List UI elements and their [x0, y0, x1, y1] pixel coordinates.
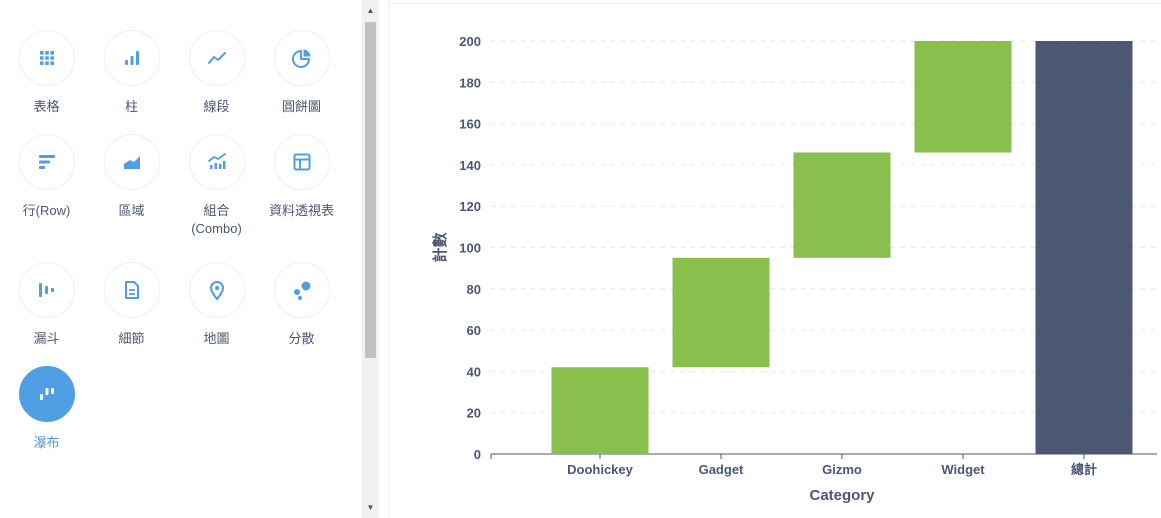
viz-option-button[interactable]	[188, 30, 245, 86]
viz-option-detail-document[interactable]: 細節	[89, 262, 174, 366]
waterfall-bar	[914, 41, 1012, 153]
waterfall-bar	[793, 152, 891, 258]
y-tick-label: 20	[467, 406, 481, 421]
pie-chart-icon	[291, 47, 313, 69]
panel-divider	[388, 0, 389, 518]
viz-option-label: 行(Row)	[22, 203, 71, 218]
visualization-picker-panel: 表格 柱 線段 圓餅圖行(Row) 區域 組合 (Combo) 資料透視表漏斗 細節 地圖 分散瀑布	[0, 0, 362, 518]
waterfall-chart: 0 20 40 60 80 100 120 140 160 180 200 Doohickey Gadg…	[389, 0, 1161, 518]
row-chart-icon	[36, 151, 58, 173]
viz-option-label: 表格	[33, 99, 60, 114]
viz-option-label: 分散	[288, 331, 315, 346]
viz-option-button[interactable]	[273, 134, 330, 190]
viz-option-bar-chart[interactable]: 柱	[89, 30, 174, 134]
x-axis-title: Category	[809, 487, 875, 504]
detail-document-icon	[121, 279, 143, 301]
viz-option-button[interactable]	[18, 30, 75, 86]
y-tick-label: 40	[467, 364, 481, 379]
x-tick-label: Gadget	[699, 462, 744, 477]
x-tick-label: 總計	[1071, 462, 1097, 477]
viz-option-waterfall[interactable]: 瀑布	[4, 366, 89, 470]
y-tick-label: 0	[474, 447, 481, 462]
viz-option-button[interactable]	[103, 134, 160, 190]
waterfall-bar	[551, 367, 649, 454]
viz-option-button[interactable]	[103, 30, 160, 86]
top-border	[389, 3, 1161, 4]
viz-option-label: 瀑布	[33, 435, 60, 450]
viz-option-label: 漏斗	[33, 331, 60, 346]
map-pin-icon	[206, 279, 228, 301]
combo-chart-icon	[206, 151, 228, 173]
viz-option-label: 圓餅圖	[281, 99, 321, 114]
viz-option-button[interactable]	[273, 30, 330, 86]
scatter-icon	[291, 279, 313, 301]
scroll-up-arrow-icon[interactable]: ▲	[366, 6, 375, 15]
y-axis-title: 計數	[431, 232, 449, 262]
viz-option-pie-chart[interactable]: 圓餅圖	[259, 30, 344, 134]
viz-option-button[interactable]	[273, 262, 330, 318]
y-tick-label: 200	[459, 34, 481, 49]
viz-option-scatter[interactable]: 分散	[259, 262, 344, 366]
viz-option-pivot-table[interactable]: 資料透視表	[259, 134, 344, 262]
viz-option-label: 地圖	[203, 331, 230, 346]
viz-option-table-grid[interactable]: 表格	[4, 30, 89, 134]
waterfall-total-bar	[1035, 41, 1133, 454]
viz-option-area-chart[interactable]: 區域	[89, 134, 174, 262]
y-tick-label: 120	[459, 199, 481, 214]
viz-option-line-chart[interactable]: 線段	[174, 30, 259, 134]
viz-option-button[interactable]	[18, 262, 75, 318]
y-tick-label: 160	[459, 117, 481, 132]
funnel-icon	[36, 279, 58, 301]
viz-option-button[interactable]	[103, 262, 160, 318]
viz-option-button[interactable]	[18, 366, 75, 422]
visualization-type-grid: 表格 柱 線段 圓餅圖行(Row) 區域 組合 (Combo) 資料透視表漏斗 細節 地圖 分散瀑布	[0, 30, 362, 470]
viz-option-label: 區域	[118, 203, 145, 218]
y-tick-label: 60	[467, 323, 481, 338]
viz-option-label: 線段	[203, 99, 230, 114]
y-tick-label: 140	[459, 158, 481, 173]
scroll-thumb[interactable]	[365, 22, 376, 358]
table-grid-icon	[36, 47, 58, 69]
chart-canvas: 0 20 40 60 80 100 120 140 160 180 200 Doohickey Gadg…	[431, 34, 1157, 504]
viz-option-button[interactable]	[188, 262, 245, 318]
viz-option-label: 組合 (Combo)	[191, 203, 242, 236]
line-chart-icon	[206, 47, 228, 69]
viz-option-row-chart[interactable]: 行(Row)	[4, 134, 89, 262]
scroll-down-arrow-icon[interactable]: ▼	[366, 503, 375, 512]
viz-option-button[interactable]	[188, 134, 245, 190]
x-tick-label: Widget	[941, 462, 985, 477]
viz-option-label: 柱	[124, 99, 138, 114]
area-chart-icon	[121, 151, 143, 173]
bar-chart-icon	[121, 47, 143, 69]
viz-option-funnel[interactable]: 漏斗	[4, 262, 89, 366]
viz-option-button[interactable]	[18, 134, 75, 190]
y-tick-label: 80	[467, 282, 481, 297]
viz-option-label: 細節	[118, 331, 145, 346]
viz-option-label: 資料透視表	[268, 203, 334, 218]
pivot-table-icon	[291, 151, 313, 173]
viz-option-combo-chart[interactable]: 組合 (Combo)	[174, 134, 259, 262]
x-tick-label: Doohickey	[567, 462, 634, 477]
x-tick-label: Gizmo	[822, 462, 862, 477]
waterfall-icon	[36, 383, 58, 405]
viz-option-map-pin[interactable]: 地圖	[174, 262, 259, 366]
y-tick-label: 100	[459, 241, 481, 256]
y-tick-label: 180	[459, 75, 481, 90]
waterfall-bar	[672, 257, 770, 368]
panel-scrollbar[interactable]: ▲ ▼	[362, 0, 379, 518]
